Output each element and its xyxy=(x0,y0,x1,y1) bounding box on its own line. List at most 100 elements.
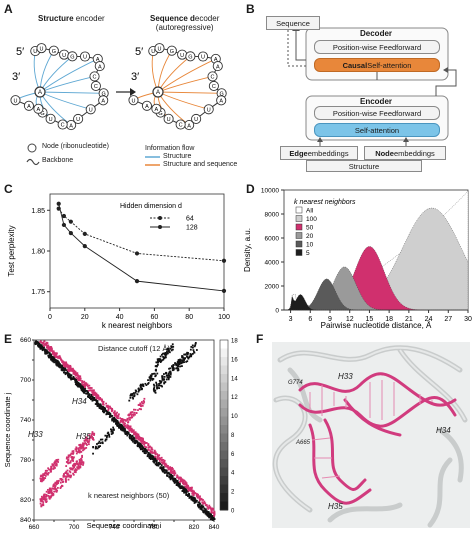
knn-cell xyxy=(50,492,53,495)
contact-cell xyxy=(115,418,117,421)
knn-cell xyxy=(95,394,98,397)
contact-cell xyxy=(60,366,63,368)
contact-cell xyxy=(194,497,196,500)
nucleotide-letter: U xyxy=(89,107,93,113)
contact-cell xyxy=(155,461,158,464)
knn-cell xyxy=(51,349,53,351)
info-flow-edge xyxy=(39,50,55,93)
y-axis-label: Test perplexity xyxy=(7,225,16,276)
causal-label: Causal xyxy=(342,60,368,70)
knn-cell xyxy=(69,471,72,474)
knn-cell xyxy=(75,446,78,449)
contact-cell xyxy=(166,472,169,475)
data-point-128 xyxy=(134,279,140,284)
contact-cell xyxy=(183,353,186,356)
contact-cell xyxy=(152,456,155,459)
contact-cell xyxy=(149,376,151,378)
contact-cell xyxy=(120,426,123,429)
knn-cell xyxy=(76,374,79,376)
knn-cell xyxy=(77,465,80,467)
knn-cell xyxy=(88,440,90,443)
y-tick-label: 6000 xyxy=(265,236,280,243)
nucleotide-letter: C xyxy=(93,75,97,81)
knn-cell xyxy=(43,340,46,343)
info-flow-edge xyxy=(39,58,98,93)
contact-cell xyxy=(99,445,101,447)
contact-cell xyxy=(156,364,158,367)
info-flow-edge xyxy=(157,58,216,93)
contact-cell xyxy=(118,426,121,429)
contact-cell xyxy=(52,360,55,363)
colorbar-step xyxy=(220,365,228,375)
knn-cell xyxy=(42,345,45,347)
contact-cell xyxy=(198,506,200,509)
data-point-128 xyxy=(82,244,87,249)
knn-cell xyxy=(160,461,163,464)
contact-cell xyxy=(202,505,205,508)
contact-cell xyxy=(99,442,102,445)
contact-cell xyxy=(116,422,118,425)
contact-cell xyxy=(154,457,156,460)
colorbar-step xyxy=(220,442,228,451)
knn-cell xyxy=(126,417,129,420)
nucleotide-letter: U xyxy=(14,98,18,104)
knn-cell xyxy=(162,461,165,464)
x-tick-label: 820 xyxy=(189,524,200,530)
knn-cell xyxy=(69,364,72,367)
knn-cell xyxy=(86,439,88,441)
data-point-64 xyxy=(134,251,140,256)
contact-cell xyxy=(53,361,56,364)
contact-cell xyxy=(202,509,204,512)
knn-cell xyxy=(66,368,69,371)
knn-cell xyxy=(149,451,152,454)
contact-cell xyxy=(150,375,153,378)
knn-cell xyxy=(42,477,45,480)
h35-label: H35 xyxy=(328,502,343,511)
y-tick-label: 10000 xyxy=(261,188,279,195)
knn-cell xyxy=(120,420,123,423)
contact-cell xyxy=(161,466,163,469)
knn-cell xyxy=(49,346,52,348)
contact-cell xyxy=(190,496,193,499)
contact-cell xyxy=(57,362,60,364)
contact-cell xyxy=(39,347,42,350)
knn-cell xyxy=(113,410,116,413)
knn-cell xyxy=(75,452,78,455)
self-attention: Self-attention xyxy=(314,123,440,137)
colorbar-tick-label: 8 xyxy=(231,433,235,439)
data-point-64 xyxy=(61,213,67,219)
knn-cell xyxy=(213,515,216,517)
contact-cell xyxy=(96,402,98,405)
knn-cell xyxy=(154,453,157,456)
knn-cell xyxy=(83,442,86,445)
contact-cell xyxy=(149,374,152,377)
knn-cell xyxy=(51,464,54,467)
knn-cell xyxy=(85,446,88,449)
contact-cell xyxy=(35,340,37,343)
contact-cell xyxy=(185,493,188,496)
contact-cell xyxy=(153,390,156,392)
contact-cell xyxy=(63,371,65,374)
contact-cell xyxy=(164,355,167,358)
contact-cell xyxy=(162,352,164,355)
knn-cell xyxy=(78,449,81,452)
knn-cell xyxy=(88,437,91,440)
contact-cell xyxy=(170,345,173,348)
contact-cell xyxy=(126,434,129,437)
knn-cell xyxy=(43,493,46,496)
contact-cell xyxy=(187,494,190,497)
knn-cell xyxy=(72,472,74,475)
contact-cell xyxy=(172,479,175,482)
contact-cell xyxy=(167,376,170,379)
knn-cell xyxy=(151,451,154,453)
contact-cell xyxy=(148,453,151,456)
knn-cell xyxy=(94,392,97,395)
contact-cell xyxy=(163,353,166,356)
info-flow-edge xyxy=(151,50,159,93)
contact-cell xyxy=(83,391,86,394)
contact-cell xyxy=(106,432,109,435)
knn-cell xyxy=(192,490,195,493)
nucleotide-letter: U xyxy=(194,117,198,123)
